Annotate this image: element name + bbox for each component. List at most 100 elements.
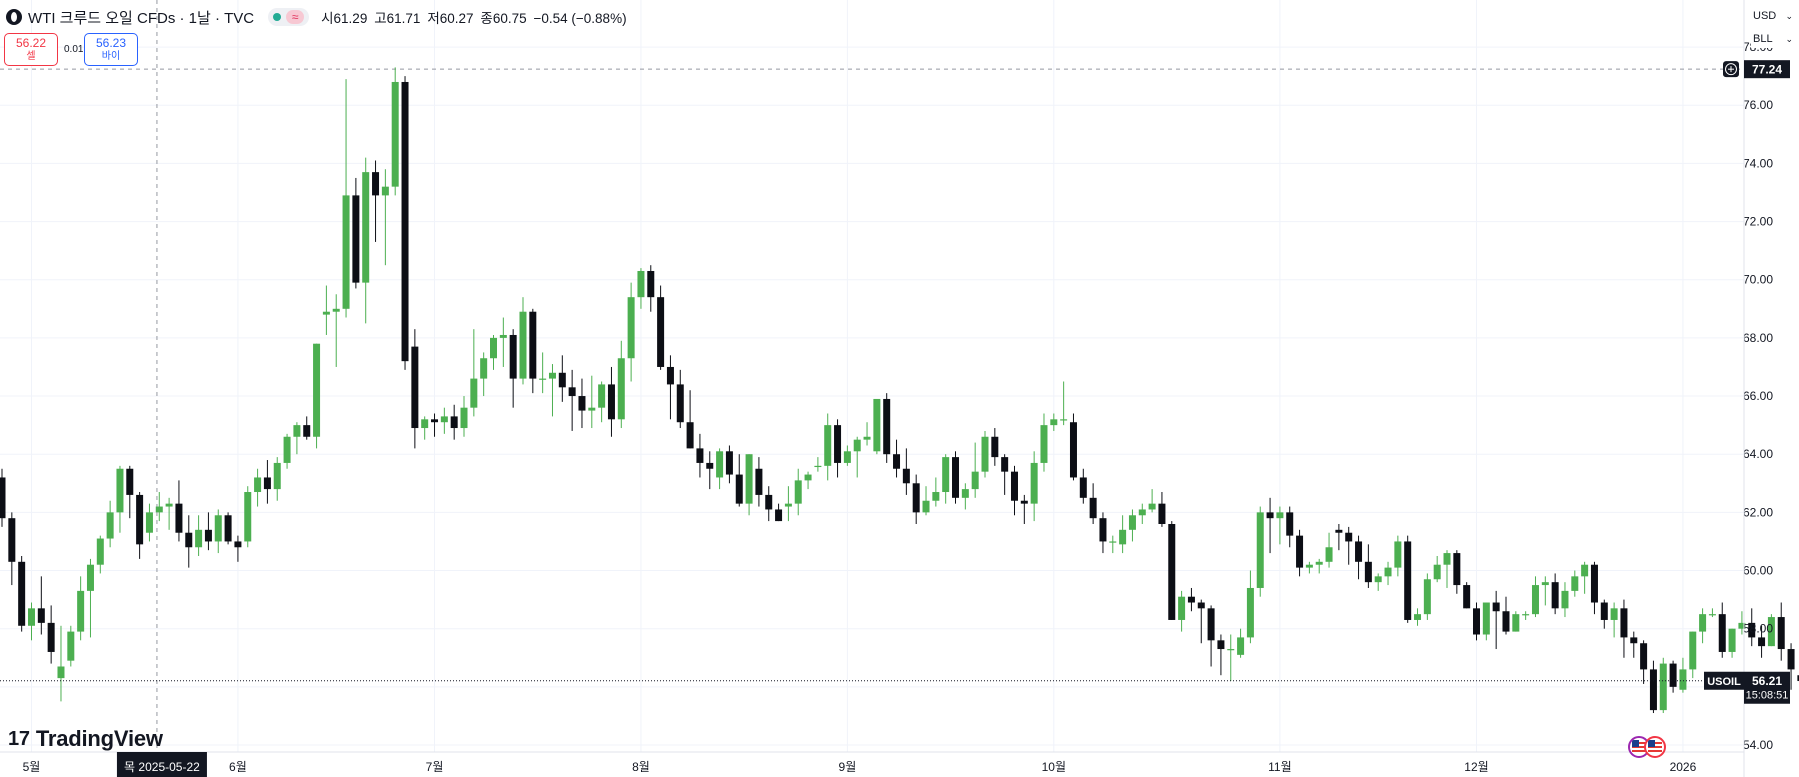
candle[interactable] [1659,657,1667,714]
candle[interactable] [1522,611,1530,620]
candle[interactable] [863,422,871,446]
candle[interactable] [686,390,694,449]
candle[interactable] [1482,602,1490,641]
candle[interactable] [1414,608,1422,626]
candle[interactable] [1364,544,1372,588]
candle[interactable] [372,160,380,242]
candle[interactable] [834,419,842,478]
candle[interactable] [617,340,625,429]
candle[interactable] [1079,468,1087,504]
candle[interactable] [558,355,566,402]
tradingview-logo[interactable]: 17 TradingView [8,726,163,752]
candle[interactable] [1168,521,1176,620]
candle[interactable] [1119,515,1127,554]
candle[interactable] [1512,611,1520,632]
candle[interactable] [165,497,173,530]
candle[interactable] [1256,506,1264,597]
candle[interactable] [421,416,429,440]
candle[interactable] [539,352,547,394]
candle[interactable] [27,602,35,641]
plus-icon[interactable] [1725,63,1737,76]
time-axis[interactable]: 5월 6월 7월 8월 9월 10월 11월 12월 2026 목 2025-05-22 [0,751,1744,777]
candle[interactable] [676,369,684,429]
candle[interactable] [67,625,75,667]
candle[interactable] [47,605,55,664]
candle[interactable] [588,375,596,429]
candle[interactable] [499,317,507,367]
candle[interactable] [1728,628,1736,658]
candle[interactable] [1669,660,1677,693]
candle[interactable] [1207,605,1215,667]
candle[interactable] [1315,558,1323,574]
us-flag-icon[interactable] [1644,736,1666,758]
candle[interactable] [234,535,242,562]
candle[interactable] [313,343,321,449]
candle[interactable] [57,625,65,702]
candle[interactable] [490,334,497,370]
candle[interactable] [1266,497,1274,554]
candle[interactable] [342,79,350,318]
candle[interactable] [873,398,881,455]
candle[interactable] [450,404,458,440]
candle[interactable] [794,468,802,516]
candle[interactable] [77,576,85,641]
candle[interactable] [155,492,163,522]
candle[interactable] [1453,550,1461,594]
candle[interactable] [932,477,940,507]
candle[interactable] [755,457,763,507]
candle[interactable] [1433,555,1441,583]
candle[interactable] [1502,596,1510,635]
candle[interactable] [1060,381,1068,426]
candle[interactable] [853,436,861,478]
candle[interactable] [1089,483,1097,524]
candle[interactable] [775,503,783,522]
candle[interactable] [1384,561,1392,586]
candle[interactable] [175,480,183,542]
candle[interactable] [480,352,488,397]
candle[interactable] [1443,550,1451,588]
candle[interactable] [1463,582,1471,609]
candle[interactable] [470,329,478,417]
candle[interactable] [1286,506,1294,548]
candle[interactable] [1492,590,1500,650]
candle[interactable] [1797,669,1799,682]
candle[interactable] [303,416,311,440]
candle[interactable] [529,308,537,394]
candle[interactable] [352,177,360,289]
candle[interactable] [1030,451,1038,522]
candle[interactable] [362,157,370,324]
candle[interactable] [991,428,999,466]
candle[interactable] [37,576,45,635]
candle[interactable] [1335,524,1343,551]
price-axis[interactable]: 54.0056.0058.0060.0062.0064.0066.0068.00… [1704,0,1790,777]
buy-button[interactable]: 56.23 바이 [84,33,138,66]
candle[interactable] [1128,509,1136,542]
candle[interactable] [1679,657,1687,693]
candle[interactable] [244,486,252,548]
candle[interactable] [1404,535,1412,623]
candle[interactable] [706,451,714,490]
candle[interactable] [126,465,134,519]
candle[interactable] [381,169,389,266]
candle[interactable] [578,378,586,429]
candle[interactable] [1138,503,1146,524]
symbol-title[interactable]: WTI 크루드 오일 CFDs · 1날 · TVC [28,9,255,27]
candle[interactable] [1571,570,1579,597]
candle[interactable] [136,492,144,559]
candle[interactable] [1355,535,1363,580]
candle[interactable] [1345,526,1353,565]
candle[interactable] [942,454,950,504]
event-flags[interactable] [1628,736,1666,758]
candle[interactable] [765,486,773,522]
candle[interactable] [814,457,822,472]
candle[interactable] [981,430,989,478]
candle[interactable] [1541,576,1549,606]
candle[interactable] [263,460,271,504]
candle[interactable] [1050,413,1058,431]
candle[interactable] [1620,599,1628,658]
candle[interactable] [824,413,832,481]
candle[interactable] [1237,628,1245,658]
candle[interactable] [1109,535,1117,554]
candle[interactable] [784,486,792,522]
